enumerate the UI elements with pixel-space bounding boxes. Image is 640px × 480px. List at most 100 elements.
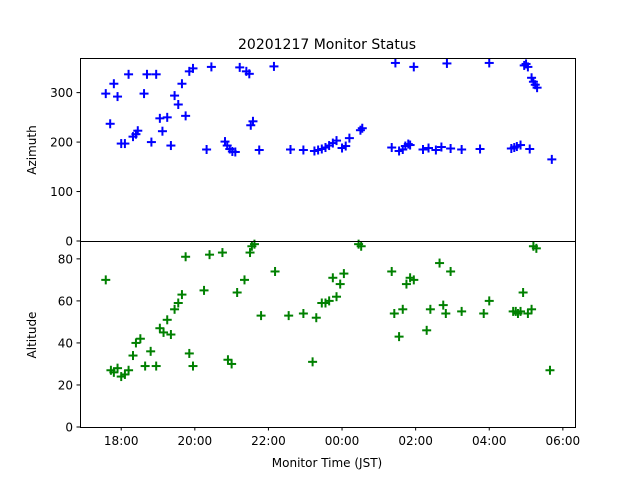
altitude-point-marker <box>335 279 345 289</box>
azimuth-point-marker <box>390 58 400 68</box>
azimuth-point-marker <box>341 141 351 151</box>
altitude-point-marker <box>284 311 294 321</box>
x-tick-label: 06:00 <box>546 434 581 448</box>
altitude-point-marker <box>177 290 187 300</box>
azimuth-point-marker <box>387 143 397 153</box>
altitude-point-marker <box>409 275 419 285</box>
azimuth-points <box>101 58 557 164</box>
azimuth-point-marker <box>244 69 254 79</box>
azimuth-point-marker <box>484 58 494 68</box>
altitude-point-marker <box>446 266 456 276</box>
azimuth-point-marker <box>547 154 557 164</box>
azimuth-point-marker <box>431 145 441 155</box>
azimuth-point-marker <box>146 137 156 147</box>
azimuth-point-marker <box>298 145 308 155</box>
altitude-point-marker <box>170 304 180 314</box>
azimuth-point-marker <box>418 145 428 154</box>
altitude-point-marker <box>401 279 411 289</box>
altitude-point-marker <box>188 361 198 371</box>
altitude-point-marker <box>527 304 537 314</box>
altitude-point-marker <box>311 313 321 323</box>
azimuth-y-tick-label: 100 <box>50 185 73 199</box>
azimuth-point-marker <box>254 145 264 155</box>
altitude-point-marker <box>181 252 191 262</box>
azimuth-point-marker <box>188 63 198 73</box>
azimuth-point-marker <box>177 79 187 89</box>
azimuth-point-marker <box>124 69 134 79</box>
x-axis-ticks: 18:00 20:00 22:00 00:00 02:00 04:00 06:00 <box>104 427 580 448</box>
azimuth-point-marker <box>357 123 367 133</box>
altitude-point-marker <box>232 287 242 297</box>
azimuth-point-marker <box>332 136 342 146</box>
altitude-points <box>101 239 555 382</box>
altitude-y-tick-label: 60 <box>58 294 73 308</box>
altitude-point-marker <box>516 306 526 316</box>
altitude-y-tick-label: 0 <box>65 421 73 435</box>
altitude-y-label: Altitude <box>25 312 39 359</box>
altitude-point-marker <box>199 285 209 295</box>
azimuth-point-marker <box>442 58 452 68</box>
altitude-point-marker <box>435 258 445 268</box>
altitude-point-marker <box>438 300 448 310</box>
altitude-point-marker <box>162 315 172 325</box>
altitude-point-marker <box>441 309 451 319</box>
azimuth-point-marker <box>139 89 149 99</box>
azimuth-point-marker <box>105 119 115 129</box>
azimuth-point-marker <box>109 79 119 89</box>
azimuth-point-marker <box>457 145 467 154</box>
azimuth-point-marker <box>355 125 365 135</box>
chart-title: 20201217 Monitor Status <box>238 37 416 53</box>
azimuth-point-marker <box>286 145 296 154</box>
azimuth-panel: 0 100 200 300 Azimuth <box>25 58 576 249</box>
azimuth-y-tick-label: 300 <box>50 86 73 100</box>
altitude-point-marker <box>479 309 489 319</box>
azimuth-point-marker <box>424 143 434 153</box>
altitude-point-marker <box>270 266 280 276</box>
azimuth-point-marker <box>173 99 183 109</box>
altitude-point-marker <box>457 306 467 316</box>
altitude-y-tick-label: 20 <box>58 378 73 392</box>
altitude-point-marker <box>128 351 138 361</box>
altitude-point-marker <box>298 309 308 319</box>
altitude-point-marker <box>184 348 194 358</box>
altitude-point-marker <box>425 304 435 314</box>
azimuth-panel-frame <box>80 58 576 242</box>
azimuth-point-marker <box>409 62 419 72</box>
altitude-point-marker <box>227 359 237 369</box>
x-axis-label: Monitor Time (JST) <box>272 456 382 470</box>
azimuth-point-marker <box>475 144 485 154</box>
altitude-point-marker <box>245 248 255 258</box>
x-tick-label: 02:00 <box>398 434 433 448</box>
azimuth-point-marker <box>162 112 172 122</box>
azimuth-point-marker <box>235 62 245 72</box>
azimuth-point-marker <box>230 147 240 157</box>
x-tick-label: 04:00 <box>472 434 507 448</box>
altitude-point-marker <box>332 292 342 302</box>
azimuth-y-ticks: 0 100 200 300 <box>50 86 80 249</box>
azimuth-y-tick-label: 200 <box>50 136 73 150</box>
azimuth-y-tick-label: 0 <box>65 235 73 249</box>
altitude-point-marker <box>531 243 541 253</box>
x-tick-label: 22:00 <box>251 434 286 448</box>
x-tick-label: 20:00 <box>178 434 213 448</box>
altitude-point-marker <box>398 304 408 314</box>
altitude-point-marker <box>394 332 404 342</box>
azimuth-point-marker <box>120 139 130 149</box>
azimuth-point-marker <box>516 140 526 150</box>
azimuth-point-marker <box>181 111 191 121</box>
x-tick-label: 18:00 <box>104 434 139 448</box>
altitude-point-marker <box>146 346 156 356</box>
azimuth-point-marker <box>269 61 279 71</box>
altitude-point-marker <box>328 273 338 283</box>
altitude-point-marker <box>484 296 494 306</box>
x-tick-label: 00:00 <box>325 434 360 448</box>
altitude-point-marker <box>256 311 266 321</box>
azimuth-point-marker <box>142 69 152 79</box>
altitude-y-tick-label: 40 <box>58 336 73 350</box>
altitude-panel: 0 20 40 60 80 Altitude <box>25 239 576 435</box>
altitude-point-marker <box>545 365 555 375</box>
azimuth-point-marker <box>436 142 446 152</box>
azimuth-point-marker <box>446 144 456 154</box>
azimuth-point-marker <box>405 140 415 150</box>
